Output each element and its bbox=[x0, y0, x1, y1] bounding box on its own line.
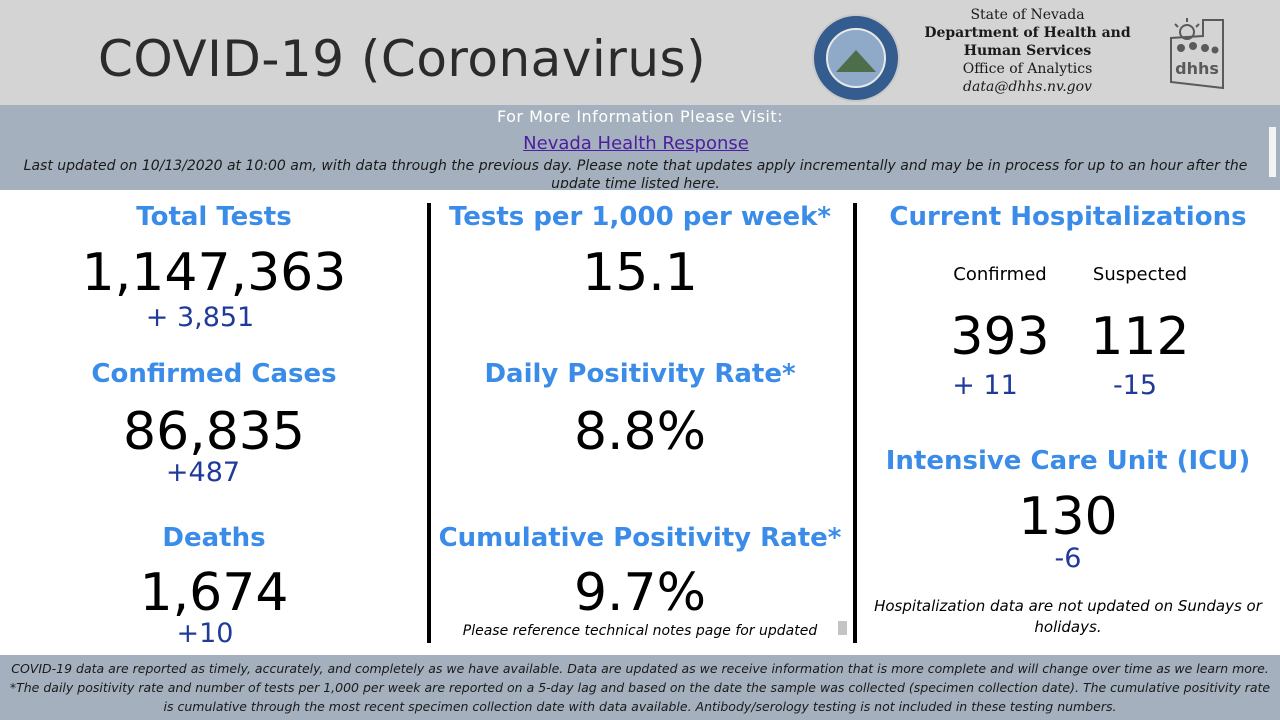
update-note: Last updated on 10/13/2020 at 10:00 am, … bbox=[23, 158, 1248, 188]
icu-delta: -6 bbox=[1054, 543, 1082, 574]
deaths-value: 1,674 bbox=[139, 563, 289, 623]
agency-state: State of Nevada bbox=[970, 7, 1085, 23]
icu-label: Intensive Care Unit (ICU) bbox=[885, 446, 1251, 476]
hospitalization-note: Hospitalization data are not updated on … bbox=[874, 597, 1262, 636]
nevada-seal-icon bbox=[812, 14, 900, 102]
note-scrollbar[interactable] bbox=[838, 621, 847, 635]
column-divider-left bbox=[427, 203, 431, 643]
hosp-suspected-value: 112 bbox=[1090, 307, 1190, 367]
info-bar: For More Information Please Visit: Nevad… bbox=[0, 105, 1280, 190]
agency-block: State of Nevada Department of Health and… bbox=[920, 6, 1135, 96]
deaths-label: Deaths bbox=[162, 523, 266, 553]
cumulative-positivity-label: Cumulative Positivity Rate* bbox=[438, 523, 842, 553]
footer-text: COVID-19 data are reported as timely, ac… bbox=[8, 659, 1272, 716]
total-tests-label: Total Tests bbox=[136, 202, 292, 232]
svg-text:dhhs: dhhs bbox=[1175, 59, 1219, 78]
total-tests-delta: + 3,851 bbox=[145, 302, 255, 333]
total-tests-value: 1,147,363 bbox=[81, 243, 347, 303]
nevada-health-response-link[interactable]: Nevada Health Response bbox=[523, 133, 749, 154]
current-hospitalizations-label: Current Hospitalizations bbox=[889, 202, 1247, 232]
cumulative-positivity-value: 9.7% bbox=[573, 563, 707, 623]
tests-per-1000-label: Tests per 1,000 per week* bbox=[448, 202, 832, 232]
agency-email: data@dhhs.nv.gov bbox=[963, 79, 1092, 95]
daily-positivity-value: 8.8% bbox=[573, 402, 707, 462]
hosp-confirmed-label: Confirmed bbox=[953, 264, 1047, 285]
info-heading: For More Information Please Visit: bbox=[496, 107, 784, 126]
footer-disclaimer: COVID-19 data are reported as timely, ac… bbox=[0, 655, 1280, 720]
tests-per-1000-value: 15.1 bbox=[582, 243, 698, 303]
icu-value: 130 bbox=[1018, 487, 1118, 547]
page-title: COVID-19 (Coronavirus) bbox=[98, 30, 707, 88]
seal-mountain-shape bbox=[836, 50, 876, 72]
hosp-confirmed-delta: + 11 bbox=[952, 370, 1018, 401]
dhhs-logo-icon: dhhs bbox=[1170, 18, 1224, 90]
header-banner: COVID-19 (Coronavirus) State of Nevada D… bbox=[0, 0, 1280, 105]
confirmed-cases-delta: +487 bbox=[165, 457, 241, 488]
agency-department-cont: Human Services bbox=[963, 43, 1092, 59]
column-divider-right bbox=[853, 203, 857, 643]
agency-department: Department of Health and bbox=[924, 25, 1131, 41]
hosp-suspected-label: Suspected bbox=[1092, 264, 1188, 285]
footer-line-2: *The daily positivity rate and number of… bbox=[9, 680, 1271, 714]
hosp-suspected-delta: -15 bbox=[1112, 370, 1158, 401]
info-scrollbar[interactable] bbox=[1269, 127, 1276, 177]
agency-office: Office of Analytics bbox=[962, 61, 1093, 77]
footer-line-1: COVID-19 data are reported as timely, ac… bbox=[11, 661, 1269, 676]
daily-positivity-label: Daily Positivity Rate* bbox=[484, 359, 796, 389]
confirmed-cases-label: Confirmed Cases bbox=[91, 359, 337, 389]
deaths-delta: +10 bbox=[176, 618, 234, 649]
confirmed-cases-value: 86,835 bbox=[123, 402, 305, 462]
technical-notes-text: Please reference technical notes page fo… bbox=[462, 623, 818, 639]
hosp-confirmed-value: 393 bbox=[950, 307, 1050, 367]
seal-center bbox=[826, 28, 886, 88]
